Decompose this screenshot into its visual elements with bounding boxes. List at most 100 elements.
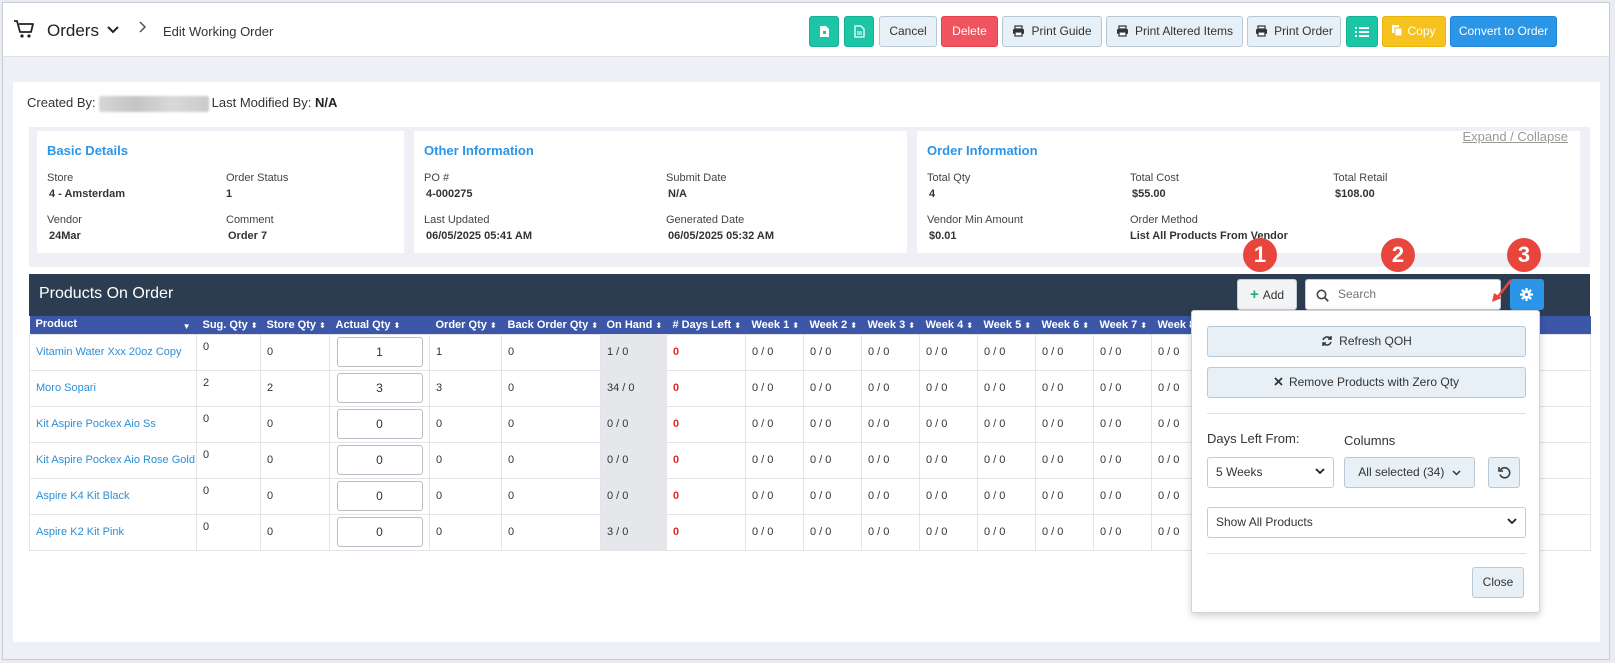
column-header[interactable]: On Hand ⬍ [600, 316, 667, 334]
actual-qty-input[interactable]: 0 [336, 445, 423, 475]
column-header[interactable]: Week 6 ⬍ [1035, 316, 1094, 334]
export-file-button[interactable] [809, 16, 839, 47]
remove-zero-qty-button[interactable]: Remove Products with Zero Qty [1207, 367, 1526, 398]
product-link[interactable]: Kit Aspire Pockex Aio Ss [29, 405, 197, 443]
product-link[interactable]: Vitamin Water Xxx 20oz Copy [29, 333, 197, 371]
plus-icon: + [1249, 286, 1259, 303]
sug-qty-cell-text: 2 [203, 377, 210, 389]
store-qty-cell: 0 [260, 441, 330, 479]
week-cell-text: 0 / 0 [810, 382, 832, 394]
reset-columns-button[interactable] [1488, 457, 1520, 488]
total-cost-value: $55.00 [1132, 188, 1166, 200]
chevron-down-icon[interactable] [107, 22, 119, 38]
cancel-button[interactable]: Cancel [879, 16, 937, 47]
store-qty-cell-text: 0 [267, 490, 274, 502]
products-title: Products On Order [39, 285, 174, 302]
week-cell: 0 / 0 [745, 513, 804, 551]
week-cell: 0 / 0 [803, 477, 862, 515]
undo-icon [1498, 467, 1511, 479]
column-header[interactable]: Week 5 ⬍ [977, 316, 1036, 334]
print-order-label: Print Order [1274, 24, 1333, 38]
on-hand-cell: 0 / 0 [600, 441, 667, 479]
week-cell-text: 0 / 0 [1158, 418, 1180, 430]
week-cell-text: 0 / 0 [1158, 526, 1180, 538]
store-qty-cell-text: 2 [267, 382, 274, 394]
comment-label: Comment [226, 214, 274, 226]
column-header[interactable]: Sug. Qty ⬍ [196, 316, 261, 334]
cart-icon [14, 20, 34, 38]
sort-icon: ⬍ [1082, 320, 1089, 330]
product-link-text: Vitamin Water Xxx 20oz Copy [36, 346, 182, 358]
sort-icon: ⬍ [489, 320, 497, 330]
actual-qty-input[interactable]: 3 [336, 373, 423, 403]
print-guide-button[interactable]: Print Guide [1002, 16, 1102, 47]
actual-qty-input[interactable]: 0 [336, 481, 423, 511]
po-label: PO # [424, 172, 450, 184]
delete-button[interactable]: Delete [941, 16, 998, 47]
print-order-button[interactable]: Print Order [1247, 16, 1341, 47]
show-products-select[interactable]: Show All Products [1207, 507, 1526, 538]
product-link[interactable]: Moro Sopari [29, 369, 197, 407]
column-header[interactable]: Product ▼ [29, 316, 197, 334]
columns-select-button[interactable]: All selected (34) [1344, 457, 1475, 488]
copy-button[interactable]: Copy [1382, 16, 1446, 47]
column-header[interactable]: Back Order Qty ⬍ [501, 316, 601, 334]
add-label: Add [1262, 288, 1285, 302]
actual-qty-input[interactable]: 0 [336, 517, 423, 547]
back-order-qty-cell-text: 0 [508, 382, 515, 394]
print-altered-button[interactable]: Print Altered Items [1106, 16, 1243, 47]
column-header-label: Week 1 [751, 318, 790, 331]
column-header[interactable]: Week 7 ⬍ [1093, 316, 1152, 334]
settings-button[interactable] [1510, 279, 1544, 310]
on-hand-cell: 3 / 0 [600, 513, 667, 551]
search-field[interactable] [1305, 279, 1501, 310]
column-header-label: Week 8 [1157, 318, 1196, 331]
column-header[interactable]: Week 2 ⬍ [803, 316, 862, 334]
order-method-label: Order Method [1130, 214, 1198, 226]
column-header[interactable]: Actual Qty ⬍ [329, 316, 430, 334]
week-cell-text: 0 / 0 [984, 418, 1006, 430]
days-left-select[interactable]: 5 Weeks [1207, 457, 1334, 488]
expand-collapse-link[interactable]: Expand / Collapse [1462, 129, 1568, 144]
callout-badge-1: 1 [1243, 238, 1277, 272]
chevron-right-icon [139, 20, 147, 38]
column-header[interactable]: Week 3 ⬍ [861, 316, 920, 334]
column-header[interactable]: # Days Left ⬍ [666, 316, 746, 334]
divider [1207, 553, 1526, 554]
column-header[interactable]: Order Qty ⬍ [429, 316, 502, 334]
other-information-box: Other Information PO # 4-000275 Submit D… [414, 131, 907, 253]
product-link[interactable]: Kit Aspire Pockex Aio Rose Gold [29, 441, 197, 479]
column-header[interactable]: Week 4 ⬍ [919, 316, 978, 334]
week-cell-text: 0 / 0 [752, 490, 774, 502]
week-cell: 0 / 0 [861, 441, 920, 479]
list-view-button[interactable] [1346, 16, 1378, 47]
print-guide-label: Print Guide [1031, 24, 1092, 38]
list-icon [1355, 26, 1369, 37]
column-header[interactable]: Store Qty ⬍ [260, 316, 330, 334]
convert-to-order-button[interactable]: Convert to Order [1450, 16, 1557, 47]
refresh-qoh-button[interactable]: Refresh QOH [1207, 326, 1526, 357]
week-cell: 0 / 0 [1035, 369, 1094, 407]
printer-icon [1013, 25, 1025, 37]
document-button[interactable] [844, 16, 874, 47]
column-header-label: Week 2 [809, 318, 848, 331]
week-cell: 0 / 0 [977, 441, 1036, 479]
back-order-qty-cell-text: 0 [508, 526, 515, 538]
sug-qty-cell-text: 0 [203, 449, 210, 461]
days-left-cell: 0 [666, 513, 746, 551]
actual-qty-input[interactable]: 0 [336, 409, 423, 439]
sort-icon: ⬍ [850, 320, 857, 330]
actual-qty-input[interactable]: 1 [336, 337, 423, 367]
add-product-button[interactable]: + Add [1237, 279, 1297, 310]
column-header[interactable]: Week 1 ⬍ [745, 316, 804, 334]
week-cell: 0 / 0 [919, 369, 978, 407]
order-qty-cell: 0 [429, 441, 502, 479]
search-input[interactable] [1336, 286, 1486, 302]
close-button[interactable]: Close [1472, 567, 1524, 598]
breadcrumb-orders[interactable]: Orders [47, 21, 99, 40]
week-cell: 0 / 0 [1035, 441, 1094, 479]
product-link[interactable]: Aspire K4 Kit Black [29, 477, 197, 515]
product-link[interactable]: Aspire K2 Kit Pink [29, 513, 197, 551]
back-order-qty-cell: 0 [501, 513, 601, 551]
